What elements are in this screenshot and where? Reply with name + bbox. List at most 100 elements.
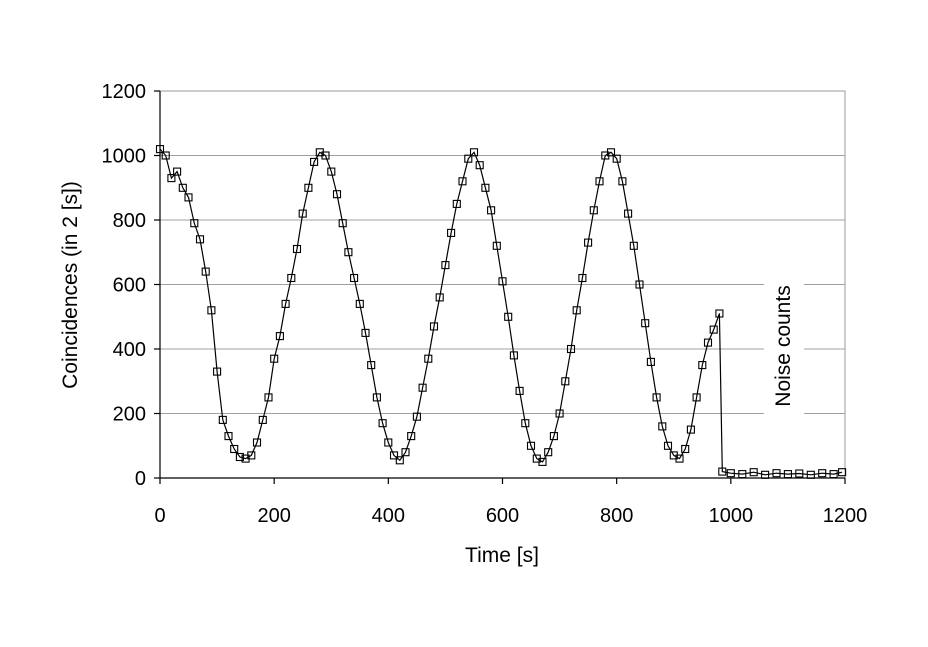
y-tick-label: 400 [113, 339, 146, 361]
data-point [441, 261, 450, 270]
x-tick-label: 600 [486, 505, 519, 527]
y-tick-label: 1000 [102, 146, 147, 168]
data-point [298, 209, 307, 218]
data-point [549, 432, 558, 441]
data-point [395, 456, 404, 465]
data-point [310, 157, 319, 166]
data-point [635, 280, 644, 289]
data-point [618, 177, 627, 186]
data-point [578, 273, 587, 283]
data-point [652, 393, 661, 402]
data-point [424, 354, 433, 363]
data-point [715, 309, 724, 318]
data-point [698, 361, 707, 370]
data-point [589, 206, 598, 215]
data-point [378, 419, 387, 428]
data-point [355, 299, 364, 308]
data-point [464, 154, 473, 163]
data-point [401, 448, 410, 457]
axes [154, 90, 846, 484]
data-point [681, 444, 690, 454]
data-series [155, 145, 847, 479]
data-point [321, 151, 330, 160]
data-point [332, 190, 342, 199]
data-point [452, 199, 461, 208]
data-point [838, 468, 847, 477]
data-point [783, 470, 792, 479]
x-tick-label: 400 [372, 505, 405, 527]
data-point [389, 451, 399, 460]
data-point [726, 469, 735, 478]
data-point [167, 174, 176, 183]
data-point [829, 470, 838, 479]
y-tick-label: 1200 [102, 81, 147, 103]
data-point [612, 154, 621, 163]
data-point [544, 448, 553, 457]
data-point [629, 241, 638, 250]
data-point [344, 248, 353, 257]
data-point [641, 319, 650, 328]
data-point [224, 432, 233, 441]
data-point [287, 273, 296, 283]
data-point [658, 422, 667, 431]
data-point [407, 432, 416, 441]
data-point [412, 412, 421, 421]
data-point [624, 209, 633, 218]
data-point [498, 277, 507, 286]
data-point [207, 306, 216, 315]
data-point [155, 145, 165, 154]
data-point [675, 454, 684, 463]
data-point [584, 238, 593, 247]
data-point [555, 409, 564, 418]
data-point [435, 293, 444, 302]
data-point [538, 457, 547, 466]
y-tick-label: 0 [135, 468, 146, 490]
y-tick-label: 200 [113, 404, 146, 426]
data-point [561, 377, 570, 386]
data-point [361, 328, 370, 337]
data-point [195, 235, 205, 244]
data-point [429, 322, 439, 331]
data-point [761, 470, 770, 479]
data-point [178, 183, 187, 192]
data-point [247, 451, 256, 460]
x-axis-label: Time [s] [465, 544, 539, 567]
annotation-background [764, 268, 804, 424]
data-point [173, 167, 182, 176]
data-point [458, 177, 467, 186]
data-point [304, 183, 313, 192]
data-point [201, 267, 210, 276]
data-point [475, 161, 484, 170]
y-tick-label: 600 [113, 275, 146, 297]
data-point [806, 470, 815, 479]
data-point [418, 383, 427, 392]
x-tick-label: 1200 [823, 505, 868, 527]
data-point [230, 444, 239, 454]
data-point [709, 325, 718, 334]
data-point [509, 351, 518, 360]
data-point [350, 273, 359, 283]
x-tick-label: 1000 [709, 505, 754, 527]
data-point [595, 177, 604, 186]
series-line [159, 148, 843, 476]
data-point [515, 386, 524, 395]
data-point [270, 354, 279, 363]
data-point [481, 183, 490, 192]
data-point [703, 338, 713, 347]
data-point [487, 206, 496, 215]
x-tick-label: 200 [257, 505, 290, 527]
data-point [275, 332, 284, 341]
data-point [818, 469, 827, 478]
data-point [686, 425, 695, 434]
tick-labels: 0 200 400 600 800 1000 1200 0 200 400 600 800 1000 12… [102, 81, 868, 527]
data-point [372, 393, 381, 402]
data-point [469, 148, 479, 157]
data-point [566, 344, 576, 354]
data-point [281, 299, 290, 308]
data-point [218, 415, 227, 424]
data-point [235, 452, 244, 462]
data-point [492, 241, 501, 250]
data-point [258, 415, 267, 424]
data-point [190, 219, 199, 228]
noise-counts-annotation: Noise counts [772, 285, 795, 406]
